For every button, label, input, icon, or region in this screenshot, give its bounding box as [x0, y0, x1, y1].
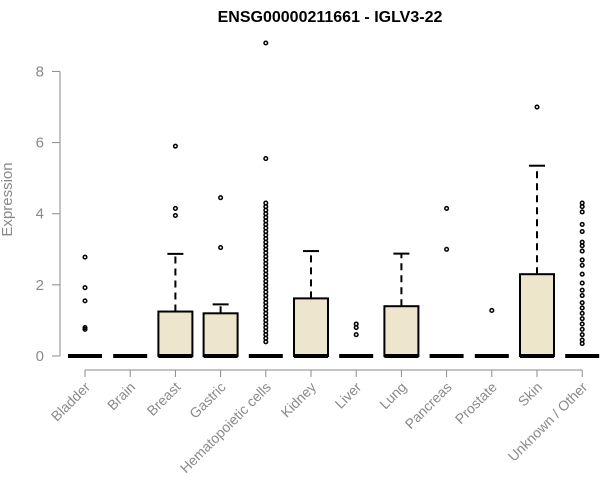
outlier-point: [579, 326, 585, 332]
outlier-point: [579, 287, 585, 293]
y-tick-label: 0: [36, 348, 44, 365]
outlier-point: [218, 244, 224, 251]
box-hematopoietic-cells: [248, 40, 283, 358]
outlier-point: [579, 257, 585, 263]
box-body: [293, 297, 329, 357]
x-tick-label: Skin: [515, 379, 546, 410]
outlier-point: [579, 321, 585, 327]
outlier-point: [489, 307, 495, 314]
y-tick-label: 8: [36, 63, 44, 80]
outlier-point: [579, 248, 585, 254]
outlier-point: [82, 298, 88, 304]
y-tick-label: 6: [36, 135, 44, 152]
box-body: [383, 305, 420, 358]
x-tick-label: Liver: [332, 379, 365, 412]
box-kidney: [293, 250, 329, 358]
outlier-point: [579, 316, 585, 322]
outlier-point: [172, 212, 178, 219]
box-lung: [383, 252, 420, 358]
box-prostate: [474, 307, 509, 358]
outlier-point: [82, 285, 88, 291]
box-liver: [339, 321, 374, 358]
y-tick-label: 2: [36, 277, 44, 294]
outlier-point: [444, 246, 450, 252]
outlier-point: [579, 292, 585, 299]
outlier-point: [579, 221, 585, 227]
outlier-point: [579, 300, 585, 306]
outlier-point: [579, 341, 585, 347]
x-tick-label: Prostate: [452, 379, 500, 427]
x-tick-label: Lung: [376, 379, 409, 412]
outlier-point: [579, 310, 585, 316]
outlier-point: [579, 228, 585, 235]
outlier-point: [263, 156, 269, 162]
y-tick-label: 4: [36, 206, 44, 223]
outlier-point: [579, 280, 585, 286]
chart-title: ENSG00000211661 - IGLV3-22: [218, 9, 443, 26]
outlier-point: [353, 324, 359, 331]
outlier-point: [579, 262, 585, 268]
x-tick-label: Gastric: [186, 379, 229, 422]
box-body: [157, 310, 194, 357]
outlier-point: [444, 205, 450, 211]
outlier-point: [218, 195, 224, 201]
outlier-point: [263, 40, 269, 46]
x-tick-label: Bladder: [48, 379, 94, 425]
outlier-point: [579, 243, 585, 249]
x-tick-label: Unknown / Other: [505, 379, 591, 465]
box-unknown-other: [565, 200, 600, 358]
y-axis-label: Expression: [0, 162, 16, 236]
outlier-point: [82, 254, 88, 260]
box-bladder: [68, 254, 102, 358]
box-skin: [519, 104, 555, 358]
outlier-point: [172, 143, 178, 149]
x-tick-label: Brain: [104, 379, 138, 413]
outlier-point: [353, 332, 359, 338]
outlier-point: [263, 339, 269, 345]
outlier-point: [579, 204, 585, 210]
box-body: [519, 273, 555, 357]
box-body: [202, 312, 239, 357]
box-breast: [157, 143, 194, 358]
outlier-point: [579, 271, 585, 277]
outlier-point: [579, 305, 585, 311]
outlier-point: [172, 205, 178, 211]
box-gastric: [202, 195, 239, 358]
x-tick-label: Pancreas: [402, 379, 455, 432]
x-tick-label: Kidney: [278, 379, 320, 421]
boxes-group: [68, 40, 600, 358]
outlier-point: [534, 104, 540, 110]
box-pancreas: [429, 205, 464, 358]
outlier-point: [82, 326, 88, 332]
y-axis: 0 2 4 6 8: [36, 63, 61, 365]
x-tick-label: Breast: [144, 379, 184, 419]
outlier-point: [579, 209, 585, 215]
outlier-point: [579, 332, 585, 338]
